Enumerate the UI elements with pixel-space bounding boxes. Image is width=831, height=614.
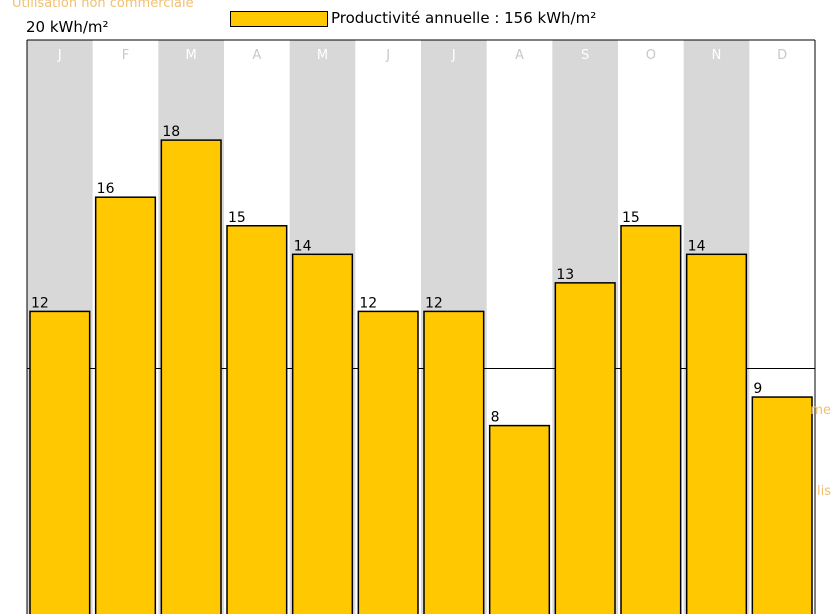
bar: [488, 424, 551, 614]
edge-text-1: me: [810, 403, 831, 418]
bar-value-label: 16: [97, 181, 115, 197]
legend-label: Productivité annuelle : 156 kWh/m²: [331, 9, 597, 27]
bar: [620, 225, 682, 614]
month-label: J: [57, 48, 62, 63]
bar: [226, 225, 288, 614]
month-label: D: [777, 48, 787, 63]
bar: [751, 396, 813, 614]
month-label: S: [581, 48, 589, 63]
bar: [291, 253, 354, 614]
month-label: O: [646, 48, 656, 63]
bar: [29, 310, 91, 614]
bar-value-label: 15: [622, 210, 640, 226]
month-label: N: [712, 48, 722, 63]
bar-value-label: 12: [425, 295, 443, 311]
bar: [685, 253, 748, 614]
bar-value-label: 15: [228, 210, 246, 226]
bar-value-label: 12: [31, 295, 49, 311]
bar-value-label: 18: [162, 124, 180, 140]
month-label: M: [186, 48, 197, 63]
bar: [160, 139, 222, 614]
month-label: F: [122, 48, 129, 63]
month-label: M: [317, 48, 328, 63]
bar-value-label: 14: [688, 238, 706, 254]
edge-text-2: lis: [817, 484, 831, 499]
legend-swatch: [230, 11, 328, 27]
bar: [94, 196, 157, 614]
month-label: J: [385, 48, 390, 63]
month-label: J: [451, 48, 456, 63]
bar: [423, 310, 485, 614]
y-axis-max-label: 20 kWh/m²: [26, 18, 109, 36]
bar: [357, 310, 419, 614]
bar-value-label: 13: [556, 267, 574, 283]
bar-value-label: 14: [294, 238, 312, 254]
bar: [554, 282, 616, 614]
faint-usage-label: Utilisation non commerciale: [12, 0, 194, 11]
bar-value-label: 12: [359, 295, 377, 311]
bar-value-label: 9: [753, 381, 762, 397]
bar-value-label: 8: [491, 410, 500, 426]
month-label: A: [515, 48, 524, 63]
month-label: A: [252, 48, 261, 63]
